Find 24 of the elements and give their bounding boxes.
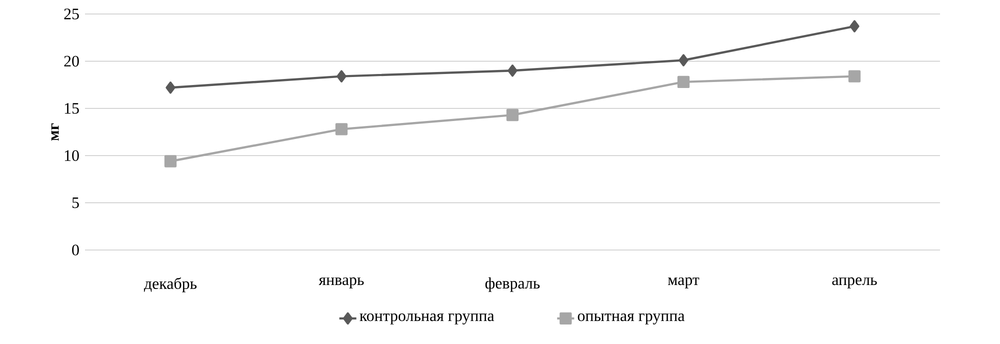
- y-tick-label: 0: [72, 244, 79, 256]
- point: [336, 70, 346, 82]
- y-axis-title: мг: [51, 123, 59, 141]
- point: [508, 64, 518, 77]
- point: [335, 123, 348, 136]
- y-tick-label: 25: [64, 8, 79, 20]
- y-tick-label: 10: [64, 150, 79, 161]
- legend-label: контрольная группа: [360, 313, 494, 324]
- point: [166, 82, 176, 94]
- x-tick-label: февраль: [485, 277, 540, 292]
- x-tick-label: апрель: [832, 277, 877, 288]
- x-tick-label: декабрь: [144, 277, 197, 292]
- x-tick-label: январь: [318, 277, 364, 288]
- point: [506, 108, 519, 122]
- y-tick-label: 15: [64, 103, 79, 114]
- point: [677, 76, 690, 88]
- point: [678, 54, 688, 66]
- y-tick-label: 5: [72, 198, 79, 208]
- point: [850, 20, 860, 32]
- x-tick-label: март: [668, 277, 700, 288]
- point: [164, 155, 177, 168]
- point: [848, 70, 861, 82]
- legend-label: опытная группа: [578, 313, 685, 324]
- y-tick-label: 20: [64, 56, 79, 67]
